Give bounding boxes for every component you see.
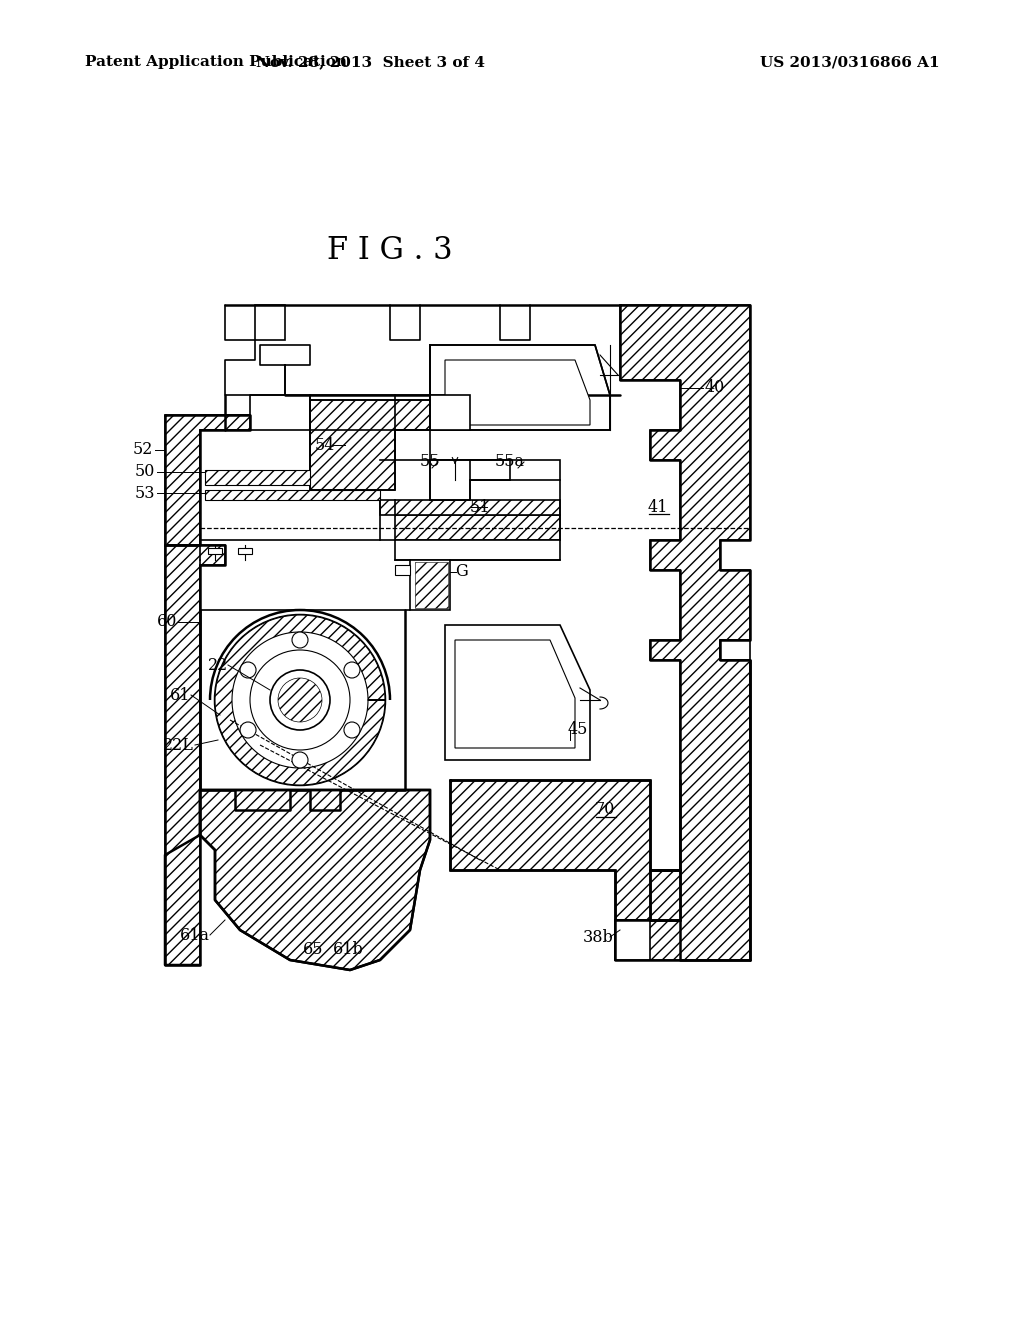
Polygon shape xyxy=(470,459,560,480)
Polygon shape xyxy=(395,565,410,576)
Circle shape xyxy=(240,663,256,678)
Text: 54: 54 xyxy=(314,437,335,454)
Polygon shape xyxy=(165,545,225,965)
Polygon shape xyxy=(215,615,385,785)
Text: Patent Application Publication: Patent Application Publication xyxy=(85,55,347,69)
Text: 70: 70 xyxy=(595,801,615,818)
Text: 51: 51 xyxy=(470,499,490,516)
Text: 40: 40 xyxy=(705,380,725,396)
Polygon shape xyxy=(380,500,560,515)
Text: F I G . 3: F I G . 3 xyxy=(328,235,453,267)
Text: 55: 55 xyxy=(420,454,440,470)
Circle shape xyxy=(292,632,308,648)
Text: 38b: 38b xyxy=(583,928,613,945)
Circle shape xyxy=(250,649,350,750)
Polygon shape xyxy=(615,920,650,960)
Circle shape xyxy=(215,615,385,785)
Text: 65: 65 xyxy=(303,941,324,958)
Text: 22L: 22L xyxy=(163,737,194,754)
Polygon shape xyxy=(410,560,450,610)
Text: 55a: 55a xyxy=(495,454,525,470)
Polygon shape xyxy=(395,540,560,560)
Circle shape xyxy=(292,752,308,768)
Polygon shape xyxy=(615,305,750,960)
Circle shape xyxy=(278,678,322,722)
Polygon shape xyxy=(205,490,380,500)
Polygon shape xyxy=(205,470,310,484)
Circle shape xyxy=(270,671,330,730)
Polygon shape xyxy=(310,400,430,490)
Text: Nov. 28, 2013  Sheet 3 of 4: Nov. 28, 2013 Sheet 3 of 4 xyxy=(256,55,484,69)
Text: 45: 45 xyxy=(568,722,588,738)
Text: 61a: 61a xyxy=(180,927,210,944)
Circle shape xyxy=(344,663,360,678)
Polygon shape xyxy=(430,395,470,430)
Text: US 2013/0316866 A1: US 2013/0316866 A1 xyxy=(760,55,940,69)
Text: 61: 61 xyxy=(170,686,190,704)
Polygon shape xyxy=(445,624,590,760)
Circle shape xyxy=(344,722,360,738)
Text: 60: 60 xyxy=(157,614,177,631)
Polygon shape xyxy=(165,414,250,545)
Polygon shape xyxy=(208,548,222,554)
Text: 53: 53 xyxy=(135,484,156,502)
Text: 50: 50 xyxy=(135,463,156,480)
Polygon shape xyxy=(415,562,449,609)
Polygon shape xyxy=(430,459,510,500)
Text: 22: 22 xyxy=(208,656,228,673)
Polygon shape xyxy=(200,789,430,970)
Polygon shape xyxy=(238,548,252,554)
Polygon shape xyxy=(455,640,575,748)
Text: G: G xyxy=(456,564,468,581)
Polygon shape xyxy=(255,305,285,341)
Polygon shape xyxy=(445,360,590,425)
Polygon shape xyxy=(450,780,680,920)
Text: 52: 52 xyxy=(133,441,154,458)
Polygon shape xyxy=(430,345,610,430)
Circle shape xyxy=(240,722,256,738)
Text: 41: 41 xyxy=(648,499,669,516)
Polygon shape xyxy=(395,515,560,540)
Text: 61b: 61b xyxy=(333,941,364,958)
